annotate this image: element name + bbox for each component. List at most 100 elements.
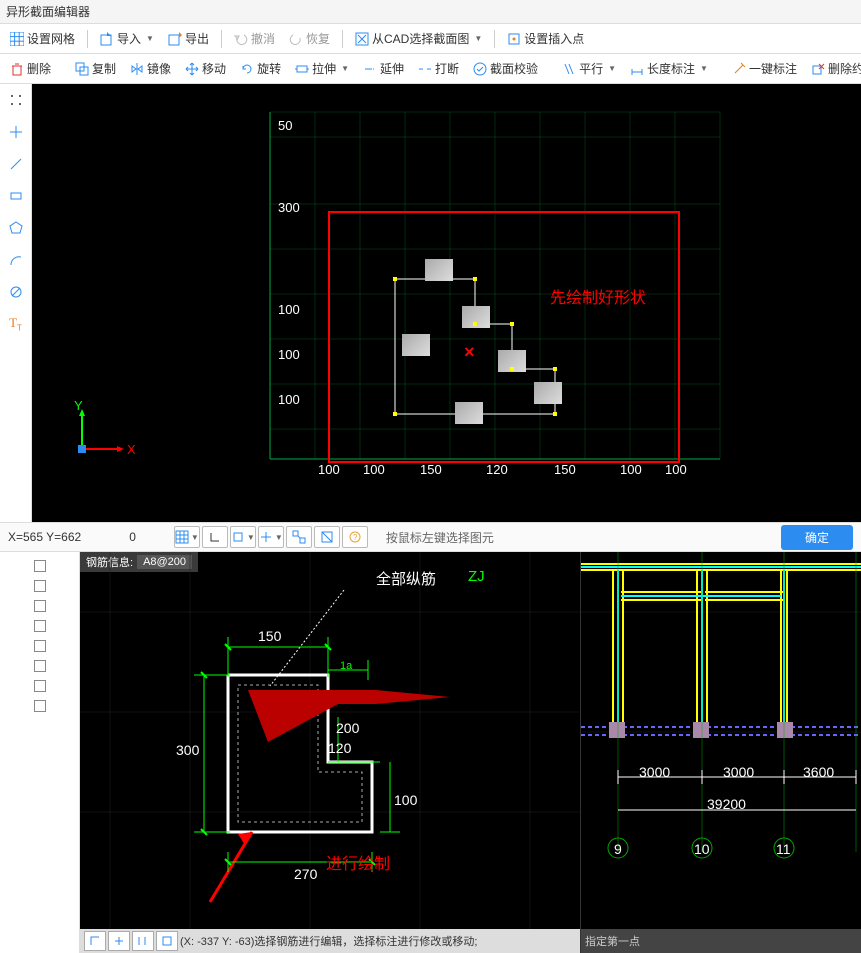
coords-readout: X=565 Y=662	[8, 530, 81, 544]
rebar-block	[402, 334, 430, 356]
rebar-block	[425, 259, 453, 281]
magic-icon	[732, 62, 746, 76]
delete-constraint-button[interactable]: 删除约束	[805, 57, 861, 80]
status-hint: 按鼠标左键选择图元	[386, 529, 494, 546]
copy-icon	[75, 62, 89, 76]
import-button[interactable]: 导入▼	[94, 27, 160, 50]
undo-button[interactable]: 撤消	[228, 27, 281, 50]
toolbar-1: 设置网格 导入▼ 导出 撤消 恢复 从CAD选择截面图 ▼ 设置插入点	[0, 24, 861, 54]
checkbox-panel	[0, 552, 80, 953]
left-tool-rail: TT	[0, 84, 32, 522]
separator	[342, 30, 343, 48]
status-bar: X=565 Y=662 0 ▼ ▼ ▼ ? 按鼠标左键选择图元 确定	[0, 522, 861, 552]
line-tool[interactable]	[4, 152, 28, 176]
ortho-button[interactable]	[202, 526, 228, 548]
ts2[interactable]	[108, 931, 130, 951]
checkbox[interactable]	[34, 560, 46, 572]
ts3[interactable]	[132, 931, 154, 951]
checkbox[interactable]	[34, 580, 46, 592]
import-label: 导入	[117, 30, 141, 47]
redo-icon	[289, 32, 303, 46]
right-status-hint: 指定第一点	[585, 933, 640, 949]
help-button[interactable]: ?	[342, 526, 368, 548]
ts1[interactable]	[84, 931, 106, 951]
check-icon	[473, 62, 487, 76]
snap-cross-button[interactable]: ▼	[258, 526, 284, 548]
grid-icon	[10, 32, 24, 46]
circle-tool[interactable]	[4, 280, 28, 304]
stretch-icon	[295, 62, 309, 76]
lower-mid-canvas[interactable]: 钢筋信息: A8@200 全部纵筋 ZJ	[80, 552, 581, 953]
check-button[interactable]: 截面校验	[467, 57, 544, 80]
insert-point-icon	[507, 32, 521, 46]
red-annotation: 先绘制好形状	[550, 284, 646, 308]
separator	[87, 30, 88, 48]
ts4[interactable]	[156, 931, 178, 951]
arc-tool[interactable]	[4, 248, 28, 272]
app-title: 异形截面编辑器	[6, 5, 90, 19]
ok-button[interactable]: 确定	[781, 525, 853, 550]
polygon-tool[interactable]	[4, 216, 28, 240]
checkbox[interactable]	[34, 620, 46, 632]
checkbox[interactable]	[34, 680, 46, 692]
canvas-top[interactable]: 50 300 100 100 100 100 100 150 120 150 1…	[32, 84, 861, 522]
redo-button[interactable]: 恢复	[283, 27, 336, 50]
insert-label: 设置插入点	[524, 30, 584, 47]
rebar-block	[455, 402, 483, 424]
point-tool[interactable]	[4, 88, 28, 112]
length-dim-button[interactable]: 长度标注▼	[624, 57, 714, 80]
break-icon	[418, 62, 432, 76]
checkbox[interactable]	[34, 640, 46, 652]
stretch-button[interactable]: 拉伸▼	[289, 57, 355, 80]
delete-button[interactable]: 删除	[4, 57, 57, 80]
move-button[interactable]: 移动	[179, 57, 232, 80]
cad-label: 从CAD选择截面图	[372, 30, 469, 47]
main-area: TT 50 300 100 100 100 100 100 150	[0, 84, 861, 522]
parallel-button[interactable]: 平行▼	[556, 57, 622, 80]
separator	[221, 30, 222, 48]
toolbar-2: 删除 复制 镜像 移动 旋转 拉伸▼ 延伸 打断 截面校验 平行▼ 长度标注▼	[0, 54, 861, 84]
cross-tool[interactable]	[4, 120, 28, 144]
coord-axes-icon	[72, 404, 132, 464]
chevron-down-icon: ▼	[700, 64, 708, 73]
chevron-down-icon: ▼	[474, 34, 482, 43]
rebar-block	[534, 382, 562, 404]
status-tools: ▼ ▼ ▼ ?	[174, 526, 368, 548]
checkbox[interactable]	[34, 700, 46, 712]
grid-label: 设置网格	[27, 30, 75, 47]
snap-rect-button[interactable]: ▼	[230, 526, 256, 548]
extend-button[interactable]: 延伸	[357, 57, 410, 80]
undo-label: 撤消	[251, 30, 275, 47]
export-button[interactable]: 导出	[162, 27, 215, 50]
lower-status-text: (X: -337 Y: -63)选择钢筋进行编辑，选择标注进行修改或移动;	[180, 933, 477, 949]
red-center-x: ×	[464, 342, 475, 363]
dimension-icon	[630, 62, 644, 76]
break-button[interactable]: 打断	[412, 57, 465, 80]
snap-grid-button[interactable]: ▼	[174, 526, 200, 548]
lower-mid-toolstrip: (X: -337 Y: -63)选择钢筋进行编辑，选择标注进行修改或移动;	[80, 929, 580, 953]
snap-node-button[interactable]	[286, 526, 312, 548]
trash-icon	[10, 62, 24, 76]
copy-button[interactable]: 复制	[69, 57, 122, 80]
plan-view	[581, 552, 861, 953]
del-constraint-icon	[811, 62, 825, 76]
insert-point-button[interactable]: 设置插入点	[501, 27, 590, 50]
rotate-button[interactable]: 旋转	[234, 57, 287, 80]
export-label: 导出	[185, 30, 209, 47]
svg-text:?: ?	[353, 533, 358, 542]
redo-label: 恢复	[306, 30, 330, 47]
chevron-down-icon: ▼	[608, 64, 616, 73]
lower-right-toolstrip: 指定第一点	[581, 929, 861, 953]
mirror-button[interactable]: 镜像	[124, 57, 177, 80]
grid-settings-button[interactable]: 设置网格	[4, 27, 81, 50]
checkbox[interactable]	[34, 600, 46, 612]
lower-right-canvas[interactable]: 3000 3000 3600 39200 9 10 11 指定第一点	[581, 552, 861, 953]
mirror-icon	[130, 62, 144, 76]
separator	[494, 30, 495, 48]
text-tool[interactable]: TT	[4, 312, 28, 336]
cad-select-button[interactable]: 从CAD选择截面图 ▼	[349, 27, 488, 50]
checkbox[interactable]	[34, 660, 46, 672]
rect-tool[interactable]	[4, 184, 28, 208]
oneclick-dim-button[interactable]: 一键标注	[726, 57, 803, 80]
snap-square-button[interactable]	[314, 526, 340, 548]
